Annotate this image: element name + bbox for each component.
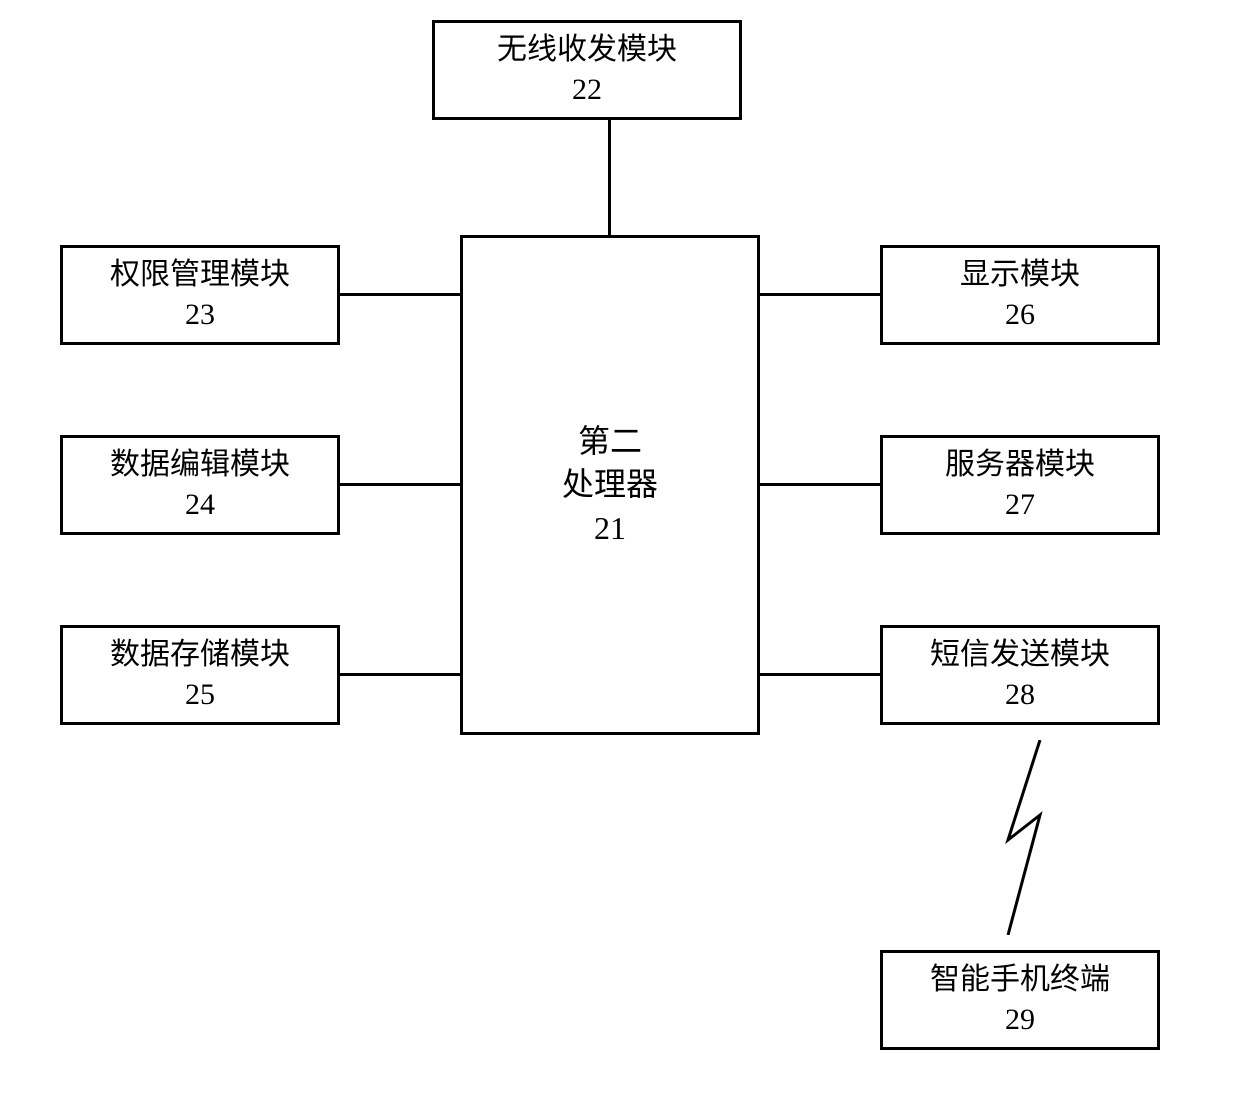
node-number: 26 bbox=[1005, 295, 1035, 336]
edge-center-r2 bbox=[760, 483, 880, 486]
node-label: 服务器模块 bbox=[945, 445, 1095, 486]
node-label: 数据编辑模块 bbox=[110, 445, 290, 486]
node-label: 智能手机终端 bbox=[930, 960, 1110, 1001]
node-smartphone-terminal: 智能手机终端 29 bbox=[880, 950, 1160, 1050]
diagram-canvas: 第二 处理器 21 无线收发模块 22 权限管理模块 23 数据编辑模块 24 … bbox=[0, 0, 1240, 1109]
node-number: 21 bbox=[594, 507, 626, 550]
wireless-link-icon bbox=[990, 740, 1060, 935]
node-number: 23 bbox=[185, 295, 215, 336]
node-display: 显示模块 26 bbox=[880, 245, 1160, 345]
edge-center-r3 bbox=[760, 673, 880, 676]
node-server: 服务器模块 27 bbox=[880, 435, 1160, 535]
edge-l2-center bbox=[340, 483, 460, 486]
edge-l3-center bbox=[340, 673, 460, 676]
node-label: 数据存储模块 bbox=[110, 635, 290, 676]
node-number: 28 bbox=[1005, 675, 1035, 716]
node-number: 29 bbox=[1005, 1000, 1035, 1041]
node-label: 权限管理模块 bbox=[110, 255, 290, 296]
node-sms-send: 短信发送模块 28 bbox=[880, 625, 1160, 725]
node-data-edit: 数据编辑模块 24 bbox=[60, 435, 340, 535]
node-number: 22 bbox=[572, 70, 602, 111]
node-number: 24 bbox=[185, 485, 215, 526]
node-label: 无线收发模块 bbox=[497, 30, 677, 71]
node-label: 短信发送模块 bbox=[930, 635, 1110, 676]
edge-top-center bbox=[608, 120, 611, 235]
node-processor-2: 第二 处理器 21 bbox=[460, 235, 760, 735]
edge-l1-center bbox=[340, 293, 460, 296]
node-data-storage: 数据存储模块 25 bbox=[60, 625, 340, 725]
node-number: 25 bbox=[185, 675, 215, 716]
node-label: 显示模块 bbox=[960, 255, 1080, 296]
node-number: 27 bbox=[1005, 485, 1035, 526]
node-label: 第二 处理器 bbox=[562, 420, 658, 506]
edge-center-r1 bbox=[760, 293, 880, 296]
node-permission-management: 权限管理模块 23 bbox=[60, 245, 340, 345]
node-wireless-transceiver: 无线收发模块 22 bbox=[432, 20, 742, 120]
